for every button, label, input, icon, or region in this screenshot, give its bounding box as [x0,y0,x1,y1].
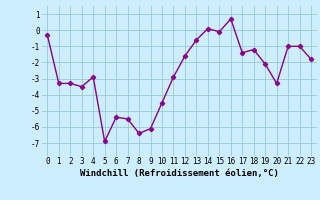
X-axis label: Windchill (Refroidissement éolien,°C): Windchill (Refroidissement éolien,°C) [80,169,279,178]
